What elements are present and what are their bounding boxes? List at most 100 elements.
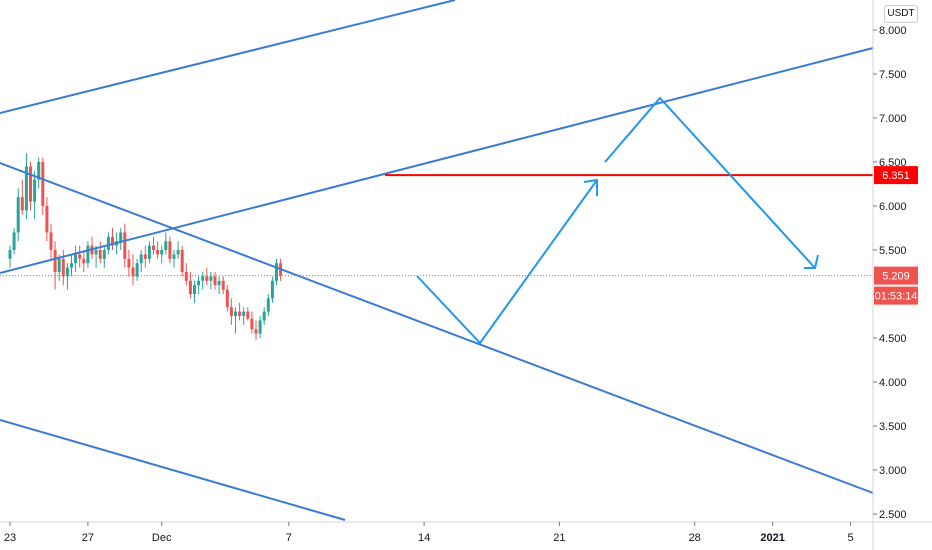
y-tick-label: 6.500: [879, 157, 907, 169]
candle-body: [24, 166, 28, 211]
rising-channel-line: [0, 47, 874, 274]
candle-body: [205, 276, 209, 281]
candle-body: [176, 250, 180, 255]
candle-body: [180, 250, 184, 272]
candle-body: [193, 285, 196, 294]
upper-channel-top-line: [0, 0, 456, 114]
y-tick-label: 7.000: [879, 113, 907, 125]
projection-arrowhead-down: [804, 254, 819, 269]
candle-body: [74, 254, 78, 264]
candle-body: [70, 263, 73, 268]
descending-channel-line: [0, 162, 874, 494]
y-tick-label: 3.000: [879, 465, 907, 477]
candle-body: [94, 250, 98, 255]
level-price-label: 6.351: [882, 170, 910, 182]
candle-body: [102, 250, 106, 259]
candle-body: [234, 311, 237, 316]
candle-body: [119, 232, 123, 242]
candle-body: [164, 241, 168, 250]
candle-body: [135, 263, 139, 277]
candle-body: [86, 245, 90, 264]
y-tick-label: 3.500: [879, 421, 907, 433]
candle-body: [209, 276, 213, 281]
candle-body: [78, 254, 82, 259]
candle-body: [242, 311, 246, 316]
candle-body: [266, 298, 270, 312]
candle-body: [143, 254, 147, 259]
candle-body: [262, 311, 266, 321]
candle-body: [65, 267, 69, 277]
bar-countdown-label: 01:53:14: [875, 291, 918, 303]
projection-path-first-leg: [416, 179, 598, 345]
candle-body: [229, 307, 233, 316]
candle-body: [168, 241, 172, 259]
candle-body: [53, 250, 57, 272]
candle-body: [49, 232, 53, 250]
candle-body: [139, 254, 143, 264]
y-tick-label: 8.000: [879, 25, 907, 37]
candle-body: [201, 276, 205, 281]
candle-body: [8, 250, 12, 259]
candle-body: [270, 280, 274, 299]
candle-body: [197, 280, 201, 286]
current-price-label-bg: [874, 266, 918, 285]
projection-path-second-leg: [604, 96, 816, 269]
y-tick-label: 5.500: [879, 245, 907, 257]
x-tick-label: 7: [286, 532, 292, 544]
candle-body: [131, 267, 135, 277]
candle-body: [29, 166, 32, 202]
candle-body: [111, 236, 114, 246]
candle-body: [41, 162, 45, 206]
lower-channel-line: [0, 419, 346, 521]
candle-body: [45, 206, 49, 233]
candle-body: [147, 245, 151, 259]
candle-body: [16, 197, 20, 233]
candle-body: [98, 250, 102, 259]
candle-body: [275, 263, 278, 281]
y-tick-label: 7.500: [879, 69, 907, 81]
candle-body: [12, 232, 16, 250]
level-price-label-bg: [874, 166, 918, 185]
x-tick-label: 23: [4, 532, 16, 544]
candle-body: [152, 245, 155, 250]
x-tick-label: 28: [689, 532, 701, 544]
candle-body: [225, 289, 229, 308]
candle-body: [221, 280, 225, 290]
x-tick-label: 27: [82, 532, 94, 544]
candle-body: [238, 311, 242, 316]
x-tick-label: 2021: [760, 532, 784, 544]
y-tick-label: 4.500: [879, 333, 907, 345]
candle-body: [217, 280, 221, 286]
candle-body: [61, 258, 65, 277]
y-tick-label: 4.000: [879, 377, 907, 389]
projection-arrowhead-up: [583, 178, 598, 196]
candle-body: [188, 280, 192, 294]
candle-body: [82, 258, 86, 264]
candle-body: [184, 272, 188, 281]
candle-body: [106, 236, 110, 250]
candle-body: [127, 258, 131, 268]
candle-body: [213, 276, 217, 286]
candle-body: [37, 162, 41, 180]
candle-body: [246, 311, 250, 319]
y-tick-label: 2.500: [879, 509, 907, 521]
x-tick-label: Dec: [152, 532, 172, 544]
candle-body: [123, 232, 127, 259]
price-labels-layer: 6.351 5.209 01:53:14: [874, 166, 918, 305]
x-tick-label: 21: [553, 532, 565, 544]
bar-countdown-label-bg: [874, 286, 918, 305]
y-tick-label: 6.000: [879, 201, 907, 213]
candle-body: [20, 197, 24, 211]
current-price-label: 5.209: [882, 271, 910, 283]
candle-body: [57, 258, 61, 272]
candle-body: [254, 329, 258, 334]
candle-body: [172, 254, 176, 259]
x-tick-label: 5: [847, 532, 853, 544]
candle-body: [33, 179, 37, 202]
candle-body: [258, 320, 262, 334]
drawings-layer: [0, 0, 874, 521]
x-tick-label: 14: [418, 532, 430, 544]
currency-badge[interactable]: USDT: [884, 5, 918, 23]
